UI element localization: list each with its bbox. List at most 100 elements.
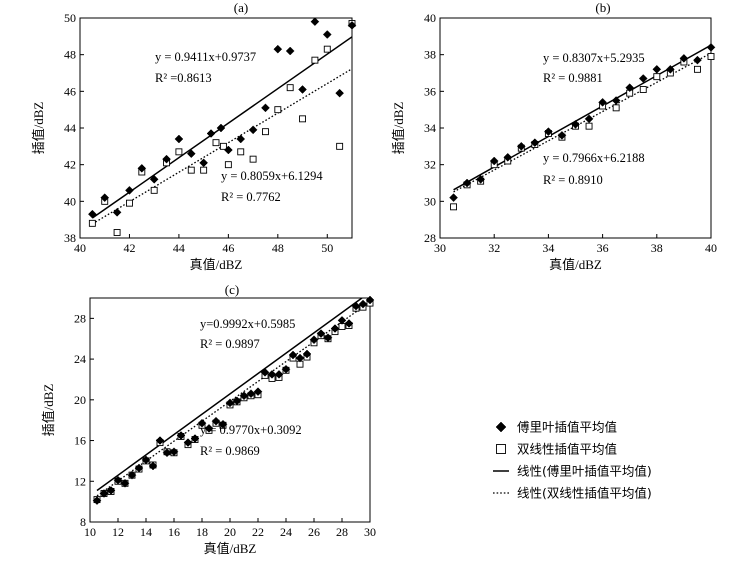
data-point-fourier xyxy=(530,138,540,148)
data-point-fourier xyxy=(113,475,123,485)
data-point-bilinear xyxy=(450,203,457,211)
data-point-fourier xyxy=(489,156,499,166)
fit-line-fourier xyxy=(96,298,364,492)
data-point-fourier xyxy=(162,154,171,164)
data-point-fourier xyxy=(125,185,134,195)
y-tick-label: 42 xyxy=(64,158,76,172)
data-point-fourier xyxy=(316,329,326,338)
data-point-fourier xyxy=(92,496,102,505)
data-point-bilinear xyxy=(175,148,183,156)
data-point-fourier xyxy=(295,353,305,363)
y-tick-label: 38 xyxy=(64,231,76,245)
fit-r-squared: R² = 0.9897 xyxy=(200,337,260,351)
y-tick-label: 30 xyxy=(424,194,436,208)
data-point-bilinear xyxy=(311,56,319,64)
x-tick-label: 46 xyxy=(222,241,234,255)
data-point-fourier xyxy=(174,134,184,144)
x-tick-label: 16 xyxy=(168,525,180,539)
data-point-fourier xyxy=(330,324,340,333)
y-axis-label: 插值/dBZ xyxy=(41,384,56,437)
y-tick-label: 16 xyxy=(74,434,86,448)
data-point-fourier xyxy=(544,127,553,137)
data-point-fourier xyxy=(625,83,635,93)
x-tick-label: 32 xyxy=(488,241,500,255)
data-point-bilinear xyxy=(323,45,331,53)
data-point-fourier xyxy=(302,349,312,359)
data-point-fourier xyxy=(503,152,513,162)
x-tick-label: 26 xyxy=(308,525,320,539)
data-point-fourier xyxy=(449,193,458,203)
x-tick-label: 14 xyxy=(140,525,152,539)
legend-square-symbol xyxy=(496,444,506,454)
data-point-fourier xyxy=(148,461,158,471)
data-point-fourier xyxy=(337,316,347,325)
y-tick-label: 32 xyxy=(424,158,436,172)
y-tick-label: 48 xyxy=(64,48,76,62)
data-point-fourier xyxy=(169,447,179,457)
data-point-bilinear xyxy=(274,106,282,114)
data-point-bilinear xyxy=(187,166,195,174)
x-axis-label: 真值/dBZ xyxy=(190,257,243,272)
data-point-fourier xyxy=(298,85,307,94)
data-point-fourier xyxy=(224,145,233,155)
x-tick-label: 36 xyxy=(597,241,609,255)
y-tick-label: 28 xyxy=(74,311,86,325)
data-point-fourier xyxy=(598,97,607,107)
data-point-fourier xyxy=(261,103,270,113)
plot-frame xyxy=(89,297,371,523)
y-tick-label: 40 xyxy=(64,194,76,208)
data-point-fourier xyxy=(638,74,648,83)
data-point-fourier xyxy=(323,333,333,343)
data-point-fourier xyxy=(197,418,207,428)
y-tick-label: 36 xyxy=(424,84,436,98)
legend-label: 傅里叶插值平均值 xyxy=(517,420,617,435)
data-point-fourier xyxy=(134,463,144,473)
data-point-bilinear xyxy=(113,229,121,236)
data-point-fourier xyxy=(216,123,226,133)
data-point-bilinear xyxy=(150,186,158,194)
data-point-fourier xyxy=(239,391,249,401)
fit-r-squared: R² =0.8613 xyxy=(155,71,212,85)
data-point-bilinear xyxy=(262,128,269,136)
data-point-fourier xyxy=(273,44,283,54)
data-point-fourier xyxy=(309,335,319,345)
fit-equation: y = 0.9411x+0.9737 xyxy=(155,50,256,64)
fit-equation: y = 0.7966x+6.2188 xyxy=(543,151,645,165)
data-point-fourier xyxy=(365,295,375,305)
x-tick-label: 44 xyxy=(173,241,185,255)
data-point-fourier xyxy=(288,350,298,360)
data-point-bilinear xyxy=(126,199,133,207)
data-point-bilinear xyxy=(639,86,647,93)
y-axis-label: 插值/dBZ xyxy=(31,102,46,155)
data-point-bilinear xyxy=(212,139,220,147)
data-point-fourier xyxy=(584,114,594,124)
data-point-bilinear xyxy=(286,84,294,92)
y-tick-label: 8 xyxy=(80,515,86,529)
data-point-fourier xyxy=(335,88,344,98)
legend-diamond-symbol xyxy=(495,421,507,433)
data-point-fourier xyxy=(183,438,193,447)
y-axis-label: 插值/dBZ xyxy=(391,102,406,155)
legend-label: 线性(双线性插值平均值) xyxy=(517,486,652,501)
data-point-fourier xyxy=(652,64,662,74)
fit-r-squared: R² = 0.7762 xyxy=(221,190,281,204)
fit-equation: y = 0.8307x+5.2935 xyxy=(543,51,645,65)
data-point-fourier xyxy=(351,301,361,311)
data-point-fourier xyxy=(347,20,357,30)
data-point-fourier xyxy=(199,158,208,168)
x-tick-label: 22 xyxy=(252,525,264,539)
legend-label: 线性(傅里叶插值平均值) xyxy=(517,464,652,479)
x-tick-label: 10 xyxy=(84,525,96,539)
x-tick-label: 28 xyxy=(336,525,348,539)
data-point-fourier xyxy=(516,141,526,151)
data-point-fourier xyxy=(611,96,621,105)
data-point-fourier xyxy=(679,53,689,63)
data-point-fourier xyxy=(141,455,151,465)
x-tick-label: 30 xyxy=(364,525,376,539)
y-tick-label: 24 xyxy=(74,352,86,366)
data-point-bilinear xyxy=(585,122,593,130)
data-point-fourier xyxy=(236,134,246,144)
data-point-fourier xyxy=(211,416,221,426)
data-point-fourier xyxy=(206,129,216,138)
